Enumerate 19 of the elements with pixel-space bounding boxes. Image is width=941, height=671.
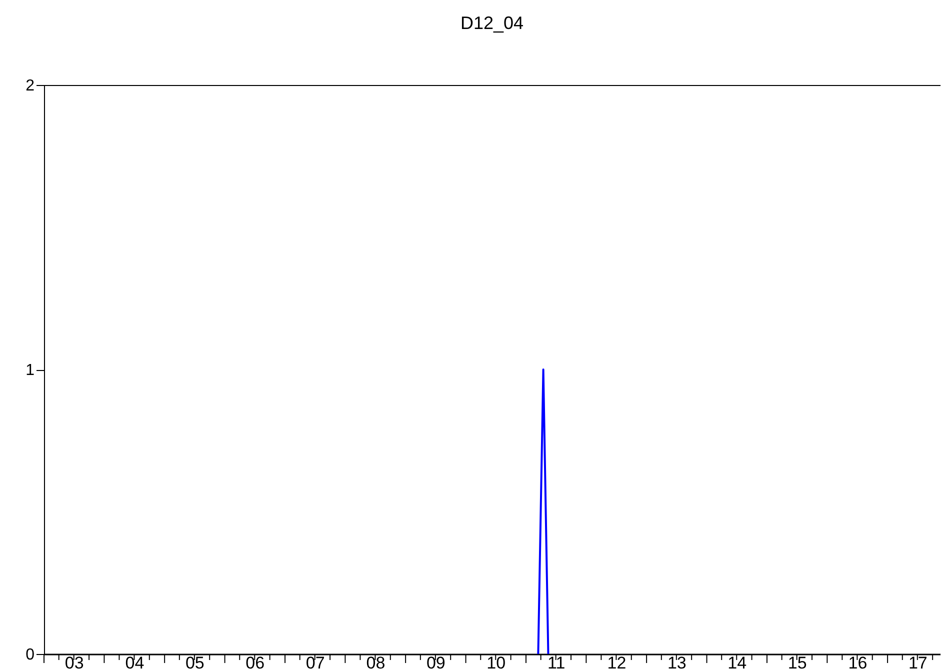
x-tick-label: 16 [848, 654, 868, 671]
x-tick-label: 08 [366, 654, 386, 671]
x-tick-label: 11 [548, 654, 566, 671]
x-tick-label: 04 [125, 654, 144, 671]
x-tick-label: 17 [908, 654, 928, 671]
x-tick-label: 06 [246, 654, 265, 671]
x-tick-label: 12 [607, 654, 626, 671]
x-tick-label: 10 [486, 654, 506, 671]
x-tick-label: 15 [788, 654, 807, 671]
y-tick-label: 0 [26, 646, 35, 664]
y-tick-label: 2 [26, 78, 35, 94]
y-tick-label: 1 [26, 362, 35, 379]
x-tick-label: 09 [426, 654, 446, 671]
x-tick-label: 14 [728, 654, 747, 671]
x-tick-label: 03 [64, 654, 84, 671]
chart-title: D12_04 [460, 13, 524, 33]
x-tick-label: 07 [306, 654, 325, 671]
x-tick-label: 05 [185, 654, 204, 671]
x-tick-label: 13 [667, 654, 686, 671]
